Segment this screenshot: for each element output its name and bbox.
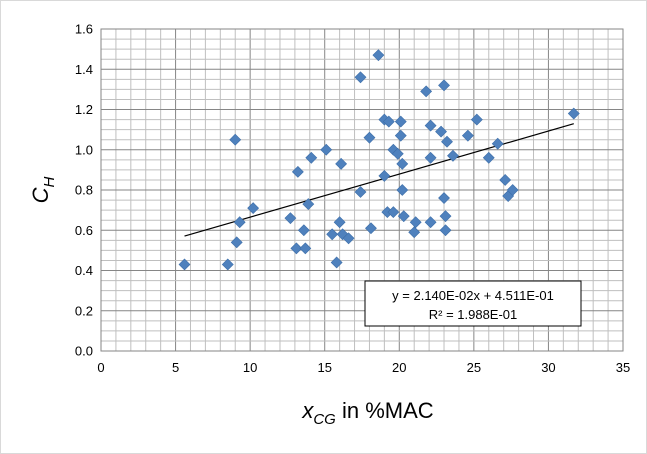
x-tick-label: 0: [97, 360, 104, 375]
data-point: [438, 79, 450, 92]
data-points: [178, 49, 580, 271]
data-point: [221, 258, 234, 271]
data-point: [247, 202, 260, 215]
r-squared-label: R² = 1.988E-01: [429, 307, 518, 322]
data-point: [305, 151, 318, 164]
data-point: [424, 216, 437, 229]
y-axis-title-main: C: [28, 187, 53, 203]
data-point: [439, 224, 452, 237]
data-point: [297, 224, 310, 237]
data-point: [394, 129, 407, 142]
data-point: [408, 226, 421, 239]
data-point: [290, 242, 303, 255]
y-tick-label: 1.6: [75, 22, 93, 37]
x-axis-title-subscript: CG: [313, 411, 336, 428]
data-point: [491, 137, 504, 150]
data-point: [439, 210, 452, 223]
y-axis-title: CH: [28, 176, 58, 203]
data-point: [365, 222, 377, 235]
y-tick-label: 0.0: [75, 344, 93, 359]
data-point: [482, 151, 495, 164]
data-point: [354, 186, 367, 198]
x-axis-title-suffix: in %MAC: [336, 398, 434, 423]
linear-trendline: [184, 123, 574, 237]
x-tick-label: 5: [172, 360, 179, 375]
x-tick-label: 25: [467, 360, 481, 375]
data-point: [229, 133, 242, 146]
trendline-equation-box: y = 2.140E-02x + 4.511E-01 R² = 1.988E-0…: [364, 280, 582, 327]
data-point: [233, 216, 246, 229]
data-point: [424, 151, 437, 164]
data-point: [391, 147, 404, 160]
x-axis-title-main: x: [301, 398, 314, 423]
x-tick-label: 35: [616, 360, 630, 375]
data-point: [326, 228, 339, 241]
y-tick-label: 0.8: [75, 183, 93, 198]
trendline-equation: y = 2.140E-02x + 4.511E-01: [392, 288, 554, 303]
data-point: [420, 85, 433, 98]
data-point: [438, 192, 450, 204]
data-point: [447, 149, 459, 162]
data-point: [409, 216, 422, 229]
data-point: [330, 256, 343, 269]
plot-area-border: [100, 28, 624, 352]
data-point: [506, 184, 519, 196]
data-point: [435, 125, 447, 138]
data-point: [342, 232, 355, 245]
data-point: [396, 157, 409, 170]
data-point: [387, 206, 400, 219]
data-point: [499, 174, 512, 186]
x-tick-label: 30: [541, 360, 555, 375]
data-point: [284, 212, 297, 225]
data-point: [424, 119, 437, 132]
equation-box-border: [364, 280, 582, 327]
y-tick-label: 0.6: [75, 223, 93, 238]
data-point: [441, 135, 453, 148]
data-point: [178, 258, 191, 271]
y-tick-label: 0.2: [75, 303, 93, 318]
tick-labels: 0 5 10 15 20 25 30 35 0.0 0.2 0.4 0.6 0.8 1.0 1.2 1.4 1.…: [75, 22, 630, 376]
data-point: [230, 236, 243, 249]
data-point: [354, 71, 367, 84]
data-point: [363, 131, 376, 144]
data-point: [335, 157, 348, 170]
data-point: [382, 115, 395, 128]
y-tick-label: 1.4: [75, 62, 93, 77]
y-tick-label: 1.2: [75, 102, 93, 117]
data-point: [461, 129, 474, 142]
data-point: [320, 143, 333, 156]
x-tick-label: 20: [392, 360, 406, 375]
trendline-group: [184, 123, 574, 237]
data-point: [372, 49, 385, 62]
data-point: [396, 184, 409, 196]
data-point: [470, 113, 483, 126]
data-point: [302, 198, 315, 211]
x-tick-label: 10: [243, 360, 257, 375]
data-point: [333, 216, 346, 229]
y-tick-label: 0.4: [75, 263, 93, 278]
x-axis-title: xCG in %MAC: [301, 398, 433, 428]
y-axis-title-subscript: H: [41, 176, 58, 187]
data-point: [378, 169, 391, 182]
data-point: [397, 210, 410, 223]
x-tick-label: 15: [317, 360, 331, 375]
y-tick-label: 1.0: [75, 142, 93, 157]
data-point: [299, 242, 312, 255]
data-point: [567, 107, 580, 120]
data-point: [394, 115, 407, 128]
data-point: [291, 165, 304, 178]
